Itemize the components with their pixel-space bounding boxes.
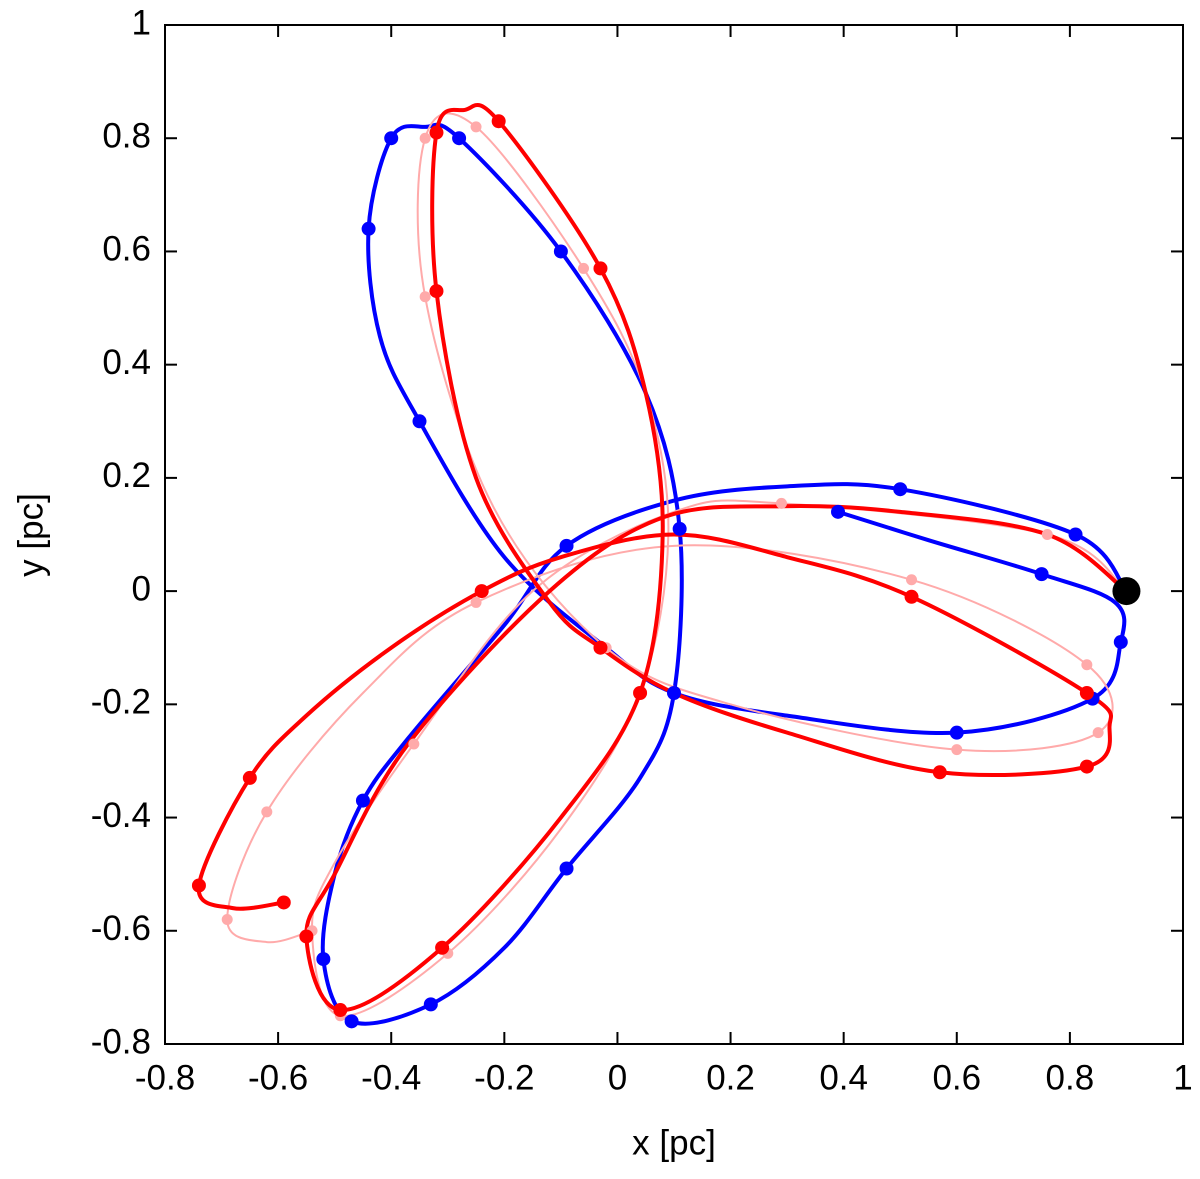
orbit-marker: [299, 929, 314, 944]
orbit-marker: [419, 132, 431, 144]
x-tick-label: 0.4: [819, 1058, 868, 1097]
orbit-marker: [1041, 529, 1053, 540]
orbit-marker: [593, 640, 608, 655]
orbit-marker: [904, 589, 919, 604]
plot-frame: [164, 24, 1184, 1045]
orbit-marker: [355, 793, 370, 808]
x-tick-label: 0: [608, 1058, 627, 1097]
y-tick-label: -0.4: [91, 796, 151, 835]
y-tick-label: -0.2: [91, 683, 151, 722]
y-tick-label: -0.6: [91, 909, 151, 948]
orbit-marker: [672, 521, 687, 536]
x-tick-label: -0.6: [248, 1058, 308, 1097]
orbit-marker: [951, 744, 963, 756]
orbit-marker: [470, 596, 482, 608]
y-tick-label: 1: [132, 3, 151, 42]
orbit-marker: [423, 997, 438, 1012]
orbit-line: [196, 102, 1129, 1013]
orbit-marker: [667, 686, 681, 701]
orbit-marker: [1068, 527, 1083, 542]
orbit-marker: [384, 131, 399, 146]
orbit-marker: [559, 861, 574, 876]
orbit-marker: [932, 765, 947, 780]
orbit-marker: [831, 504, 846, 519]
orbit-marker: [429, 125, 444, 140]
x-tick-label: 0.6: [932, 1058, 981, 1097]
y-tick-label: 0.8: [102, 116, 151, 155]
y-tick-label: 0: [132, 569, 151, 608]
x-tick-label: -0.2: [474, 1058, 534, 1097]
orbit-marker: [1081, 659, 1093, 671]
orbit-marker: [242, 770, 257, 785]
y-tick-label: 0.4: [102, 343, 151, 382]
orbit-marker: [221, 913, 233, 925]
orbit-marker: [949, 725, 964, 740]
orbit-marker: [276, 895, 291, 910]
orbit-marker: [1092, 727, 1104, 739]
central-point: [1112, 577, 1141, 606]
orbit-line: [226, 112, 1128, 1017]
x-axis-label: x [pc]: [632, 1123, 716, 1162]
orbit-marker: [633, 686, 648, 701]
orbit-marker: [775, 497, 787, 509]
orbit-marker: [491, 114, 506, 129]
x-tick-label: 1: [1173, 1058, 1192, 1097]
x-tick-label: -0.8: [135, 1058, 195, 1097]
orbit-marker: [361, 221, 376, 236]
orbit-line: [320, 122, 1129, 1026]
x-tick-label: -0.4: [361, 1058, 421, 1097]
orbit-marker: [1079, 759, 1094, 774]
orbit-marker: [412, 414, 427, 429]
y-axis-label: y [pc]: [11, 493, 50, 577]
orbit-marker: [1079, 686, 1094, 701]
y-tick-label: 0.6: [102, 230, 151, 269]
orbit-marker: [429, 284, 444, 299]
orbit-marker: [344, 1014, 359, 1029]
orbit-marker: [261, 806, 273, 818]
x-tick-label: 0.2: [706, 1058, 755, 1097]
orbit-marker: [893, 482, 908, 497]
orbit-marker: [435, 940, 450, 955]
orbit-marker: [559, 538, 574, 553]
orbit-marker: [1113, 635, 1128, 650]
orbit-marker: [408, 738, 420, 750]
orbit-marker: [906, 574, 918, 586]
orbit-marker: [316, 952, 331, 967]
orbit-marker: [578, 262, 590, 274]
orbit-marker: [553, 244, 568, 259]
orbit-marker: [470, 121, 482, 133]
y-tick-label: 0.2: [102, 456, 151, 495]
orbit-marker: [191, 878, 206, 893]
y-tick-label: -0.8: [91, 1022, 151, 1061]
orbit-marker: [419, 291, 431, 303]
orbit-marker: [1034, 567, 1049, 582]
orbit-marker: [333, 1003, 348, 1018]
orbit-marker: [452, 131, 467, 146]
x-tick-label: 0.8: [1046, 1058, 1095, 1097]
orbit-marker: [474, 584, 489, 599]
orbit-marker: [593, 261, 608, 276]
